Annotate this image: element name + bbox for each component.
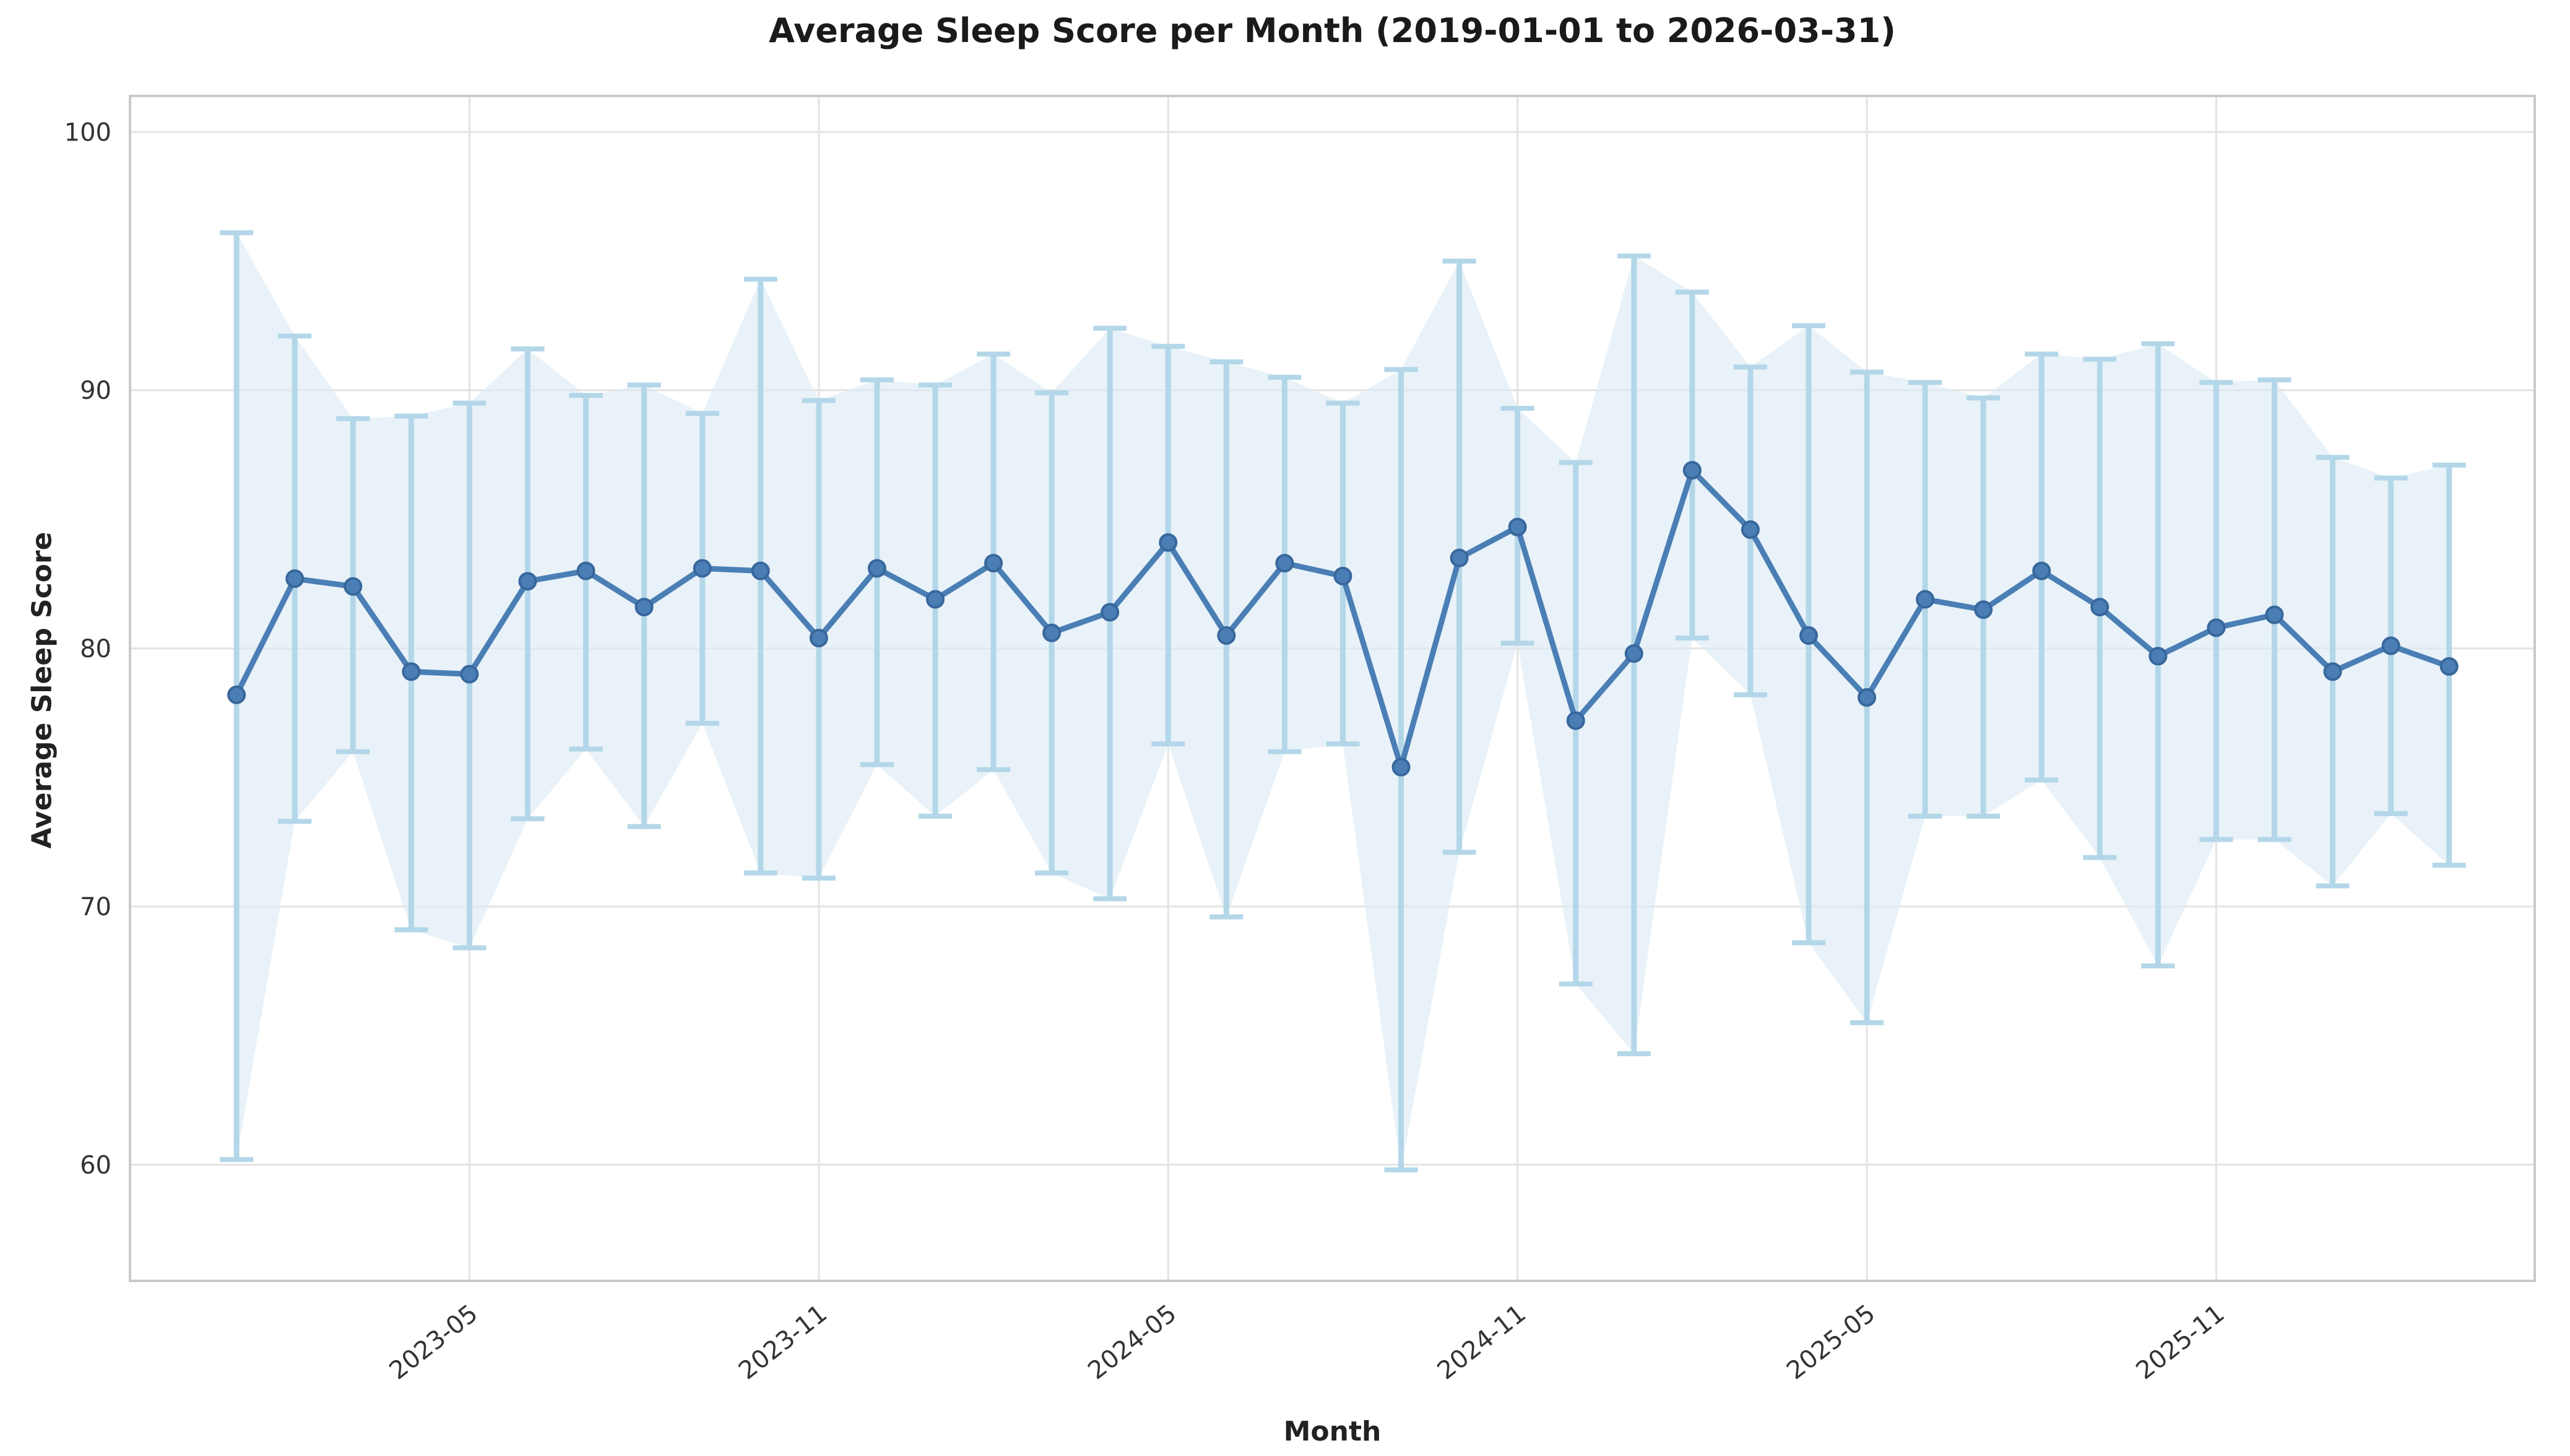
- x-tick-label-2024-11: 2024-11: [1432, 1299, 1531, 1385]
- data-point-2024-12: [1566, 711, 1585, 730]
- data-point-2026-03: [2439, 657, 2459, 676]
- chart-title: Average Sleep Score per Month (2019-01-0…: [769, 11, 1896, 50]
- y-tick-label-90: 90: [80, 377, 111, 405]
- x-tick-label-2025-11: 2025-11: [2131, 1299, 2230, 1385]
- data-point-2023-04: [402, 662, 421, 681]
- data-point-2024-08: [1333, 567, 1352, 586]
- data-point-2025-08: [2032, 561, 2051, 580]
- x-tick-label-2024-05: 2024-05: [1083, 1299, 1182, 1385]
- data-point-2024-05: [1159, 533, 1178, 552]
- data-point-2023-09: [693, 559, 712, 578]
- x-tick-label-2023-11: 2023-11: [733, 1299, 833, 1385]
- y-tick-label-70: 70: [80, 893, 111, 921]
- data-point-2023-07: [576, 561, 595, 580]
- x-tick-label-2025-05: 2025-05: [1781, 1299, 1880, 1385]
- data-point-2025-01: [1624, 644, 1643, 663]
- data-point-2024-09: [1391, 757, 1411, 777]
- data-point-2025-12: [2265, 605, 2284, 624]
- data-point-2025-10: [2148, 647, 2168, 666]
- data-point-2023-11: [809, 629, 828, 648]
- data-point-2025-09: [2090, 598, 2109, 617]
- data-point-2024-03: [1042, 623, 1062, 642]
- data-point-2024-07: [1275, 554, 1294, 573]
- data-point-2024-06: [1217, 626, 1236, 645]
- data-point-2026-01: [2323, 662, 2342, 681]
- data-point-2025-05: [1858, 688, 1877, 707]
- data-point-2023-06: [518, 572, 537, 591]
- y-tick-label-60: 60: [80, 1151, 111, 1179]
- data-point-2025-04: [1799, 626, 1818, 645]
- data-point-2025-06: [1916, 590, 1935, 609]
- data-point-2025-07: [1974, 600, 1993, 619]
- data-point-2023-03: [344, 577, 363, 596]
- data-point-2023-02: [285, 569, 305, 588]
- data-point-2026-02: [2381, 636, 2400, 655]
- data-point-2024-10: [1450, 548, 1469, 567]
- data-point-2024-02: [984, 554, 1003, 573]
- data-point-2025-02: [1682, 460, 1702, 480]
- data-point-2023-01: [227, 685, 246, 704]
- data-point-2023-08: [634, 598, 654, 617]
- y-tick-label-100: 100: [64, 118, 111, 147]
- data-point-2023-12: [867, 559, 886, 578]
- data-point-2024-04: [1101, 603, 1120, 622]
- plot-border: [129, 95, 2536, 1282]
- data-point-2023-10: [751, 561, 770, 580]
- x-tick-label-2023-05: 2023-05: [384, 1299, 483, 1385]
- data-point-2025-11: [2207, 618, 2226, 637]
- data-point-2023-05: [460, 665, 479, 684]
- x-axis-label: Month: [1283, 1416, 1382, 1447]
- data-point-2024-01: [925, 590, 945, 609]
- data-point-2024-11: [1508, 517, 1527, 536]
- y-tick-label-80: 80: [80, 635, 111, 663]
- data-point-2025-03: [1741, 520, 1760, 539]
